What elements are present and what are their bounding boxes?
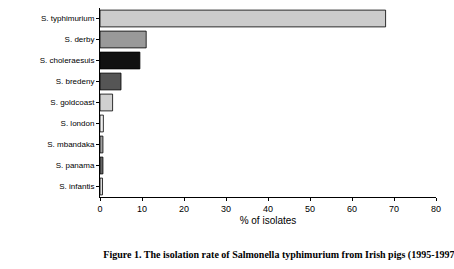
svg-text:60: 60 [347, 204, 357, 214]
svg-text:30: 30 [221, 204, 231, 214]
svg-text:70: 70 [389, 204, 399, 214]
svg-text:40: 40 [263, 204, 273, 214]
svg-text:S. typhimurium: S. typhimurium [41, 14, 95, 23]
svg-text:S. choleraesuis: S. choleraesuis [40, 56, 95, 65]
svg-text:S. mbandaka: S. mbandaka [47, 140, 95, 149]
svg-text:20: 20 [179, 204, 189, 214]
svg-text:S. london: S. london [61, 119, 95, 128]
svg-text:Figure 1. The isolation rate o: Figure 1. The isolation rate of Salmonel… [103, 249, 454, 261]
svg-text:S. bredeny: S. bredeny [56, 77, 95, 86]
svg-text:S. derby: S. derby [65, 35, 95, 44]
svg-text:S. infantis: S. infantis [59, 182, 94, 191]
svg-text:50: 50 [305, 204, 315, 214]
svg-text:0: 0 [97, 204, 102, 214]
svg-text:S. panama: S. panama [56, 161, 95, 170]
svg-text:80: 80 [431, 204, 441, 214]
svg-text:% of isolates: % of isolates [240, 215, 297, 226]
svg-text:S. goldcoast: S. goldcoast [50, 98, 95, 107]
svg-text:10: 10 [137, 204, 147, 214]
